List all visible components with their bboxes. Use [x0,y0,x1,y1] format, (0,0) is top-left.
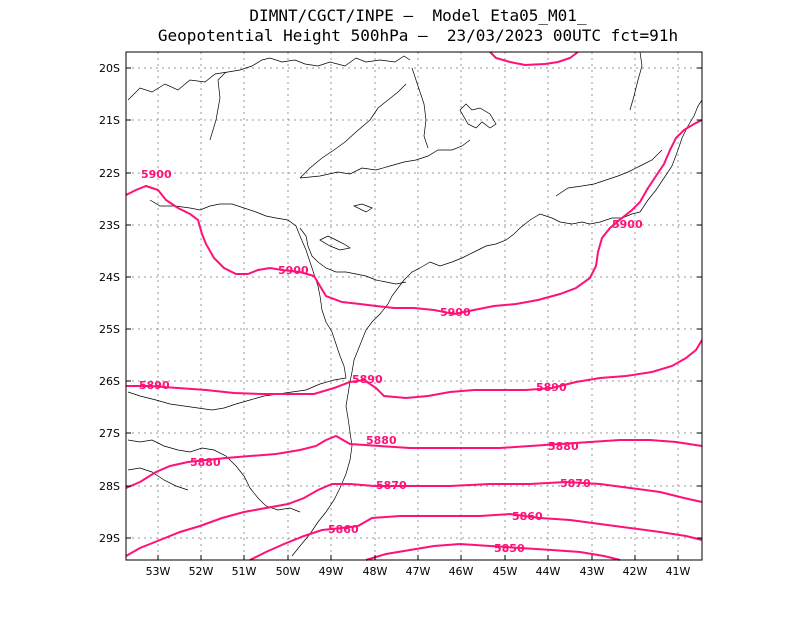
lon-label: 45W [493,565,518,578]
lat-label: 27S [99,427,120,440]
contour-5900-top [489,51,579,67]
lat-label: 22S [99,167,120,180]
contour-5880 [125,434,703,489]
contour-label-5880-a: 5880 [190,456,221,469]
contour-5850 [365,542,621,561]
contour-5870 [125,480,703,557]
lon-label: 50W [276,565,301,578]
contour-label-5890-a: 5890 [139,379,170,392]
contour-label-5880-c: 5880 [548,440,579,453]
contour-label-5900-b: 5900 [278,264,309,277]
contour-labels: 5900 5900 5900 5900 5890 5890 5890 5880 … [139,168,643,555]
lon-label: 53W [146,565,171,578]
contour-5890 [126,339,703,400]
lon-label: 48W [363,565,388,578]
lon-label: 52W [189,565,214,578]
lon-label: 44W [536,565,561,578]
graticule [126,52,702,560]
lon-label: 42W [623,565,648,578]
contour-label-5860-a: 5860 [328,523,359,536]
coastlines-borders [127,51,703,557]
lon-label: 47W [406,565,431,578]
latitude-labels: 20S 21S 22S 23S 24S 25S 26S 27S 28S 29S [99,62,120,545]
contour-label-5900-a: 5900 [141,168,172,181]
contour-label-5850: 5850 [494,542,525,555]
lat-label: 26S [99,375,120,388]
lat-label: 24S [99,271,120,284]
lat-label: 25S [99,323,120,336]
contour-label-5900-d: 5900 [612,218,643,231]
lon-label: 43W [580,565,605,578]
lat-label: 29S [99,532,120,545]
map-frame [125,51,703,561]
lat-label: 23S [99,219,120,232]
contour-label-5870-a: 5870 [376,479,407,492]
tick-marks [126,67,702,560]
lon-label: 41W [666,565,691,578]
contour-5860 [249,512,703,561]
lon-label: 51W [232,565,257,578]
lat-label: 28S [99,480,120,493]
geopotential-contours [125,51,703,561]
lon-label: 49W [319,565,344,578]
contour-label-5870-b: 5870 [560,477,591,490]
lat-label: 21S [99,114,120,127]
lat-label: 20S [99,62,120,75]
longitude-labels: 53W 52W 51W 50W 49W 48W 47W 46W 45W 44W … [146,565,691,578]
lon-label: 46W [449,565,474,578]
map-title-line-1: DIMNT/CGCT/INPE – Model Eta05_M01_ [249,6,587,25]
map-title-line-2: Geopotential Height 500hPa – 23/03/2023 … [157,26,679,45]
contour-label-5860-b: 5860 [512,510,543,523]
contour-label-5890-b: 5890 [352,373,383,386]
contour-label-5900-c: 5900 [440,306,471,319]
contour-label-5890-c: 5890 [536,381,567,394]
contour-label-5880-b: 5880 [366,434,397,447]
contour-5900 [125,119,703,316]
